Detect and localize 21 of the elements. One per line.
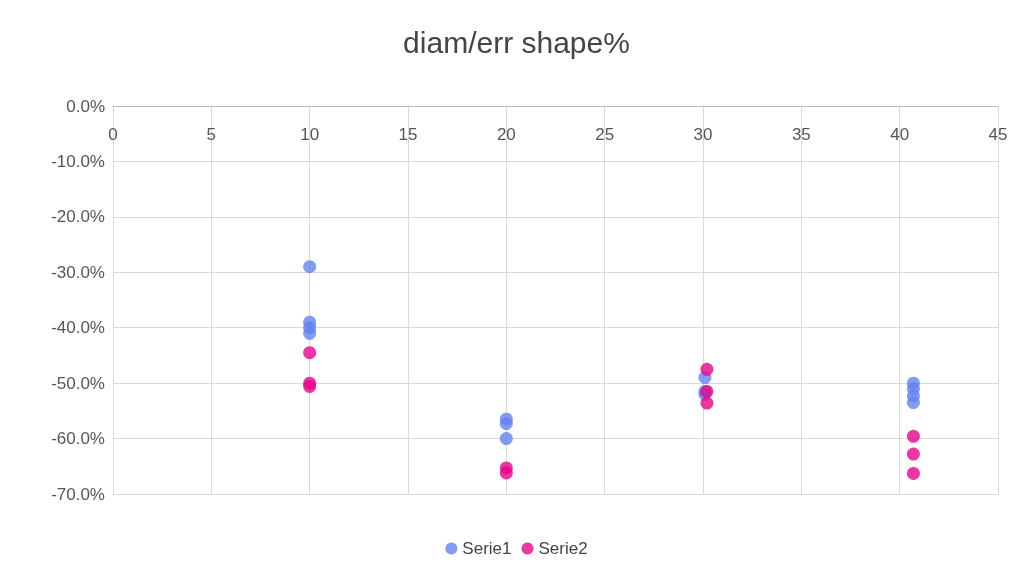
y-tick-label: -70.0% bbox=[51, 484, 105, 504]
y-tick-label: -20.0% bbox=[51, 207, 105, 227]
y-tick-label: -60.0% bbox=[51, 429, 105, 449]
y-tick-label: -50.0% bbox=[51, 373, 105, 393]
legend-label: Serie2 bbox=[538, 539, 588, 558]
x-tick-label: 45 bbox=[988, 125, 1008, 144]
x-tick-label: 30 bbox=[693, 125, 713, 144]
y-tick-label: 0.0% bbox=[66, 96, 105, 116]
x-tick-label: 5 bbox=[206, 125, 217, 144]
x-tick-label: 35 bbox=[791, 125, 811, 144]
x-tick-label: 20 bbox=[496, 125, 516, 144]
y-tick-label: -30.0% bbox=[51, 262, 105, 282]
legend-label: Serie1 bbox=[462, 539, 512, 558]
x-tick-label: 0 bbox=[108, 125, 118, 144]
x-tick-label: 40 bbox=[890, 125, 910, 144]
x-tick-label: 25 bbox=[595, 125, 615, 144]
chart-title: diam/err shape% bbox=[403, 25, 630, 59]
x-tick-label: 10 bbox=[300, 125, 320, 144]
y-tick-label: -10.0% bbox=[51, 151, 105, 171]
y-tick-label: -40.0% bbox=[51, 318, 105, 338]
x-tick-label: 15 bbox=[398, 125, 418, 144]
